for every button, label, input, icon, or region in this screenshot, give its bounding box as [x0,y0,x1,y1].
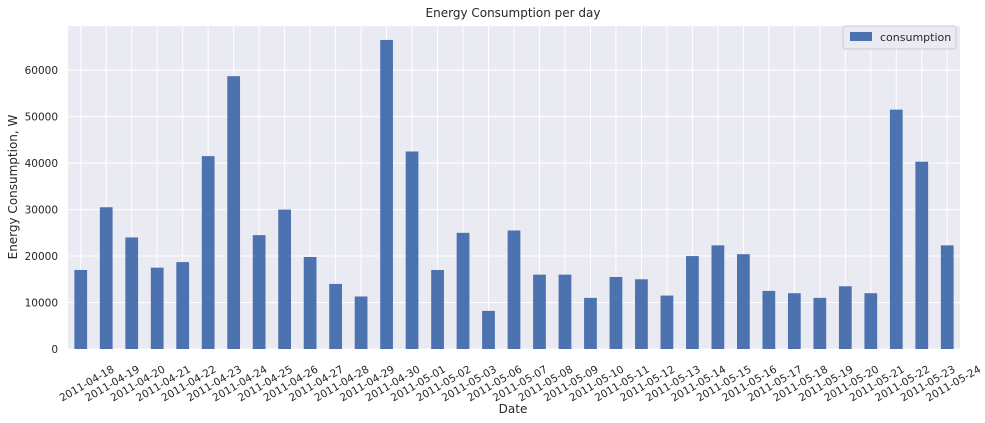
bar [150,267,164,349]
y-tick-label: 0 [51,344,58,356]
bar [482,310,495,349]
bar [201,156,215,349]
bar [889,109,903,349]
y-axis-label: Energy Consumption, W [6,114,20,259]
bar [711,245,725,349]
bar [507,230,521,349]
bar [813,297,827,349]
bar [74,269,88,349]
bar [456,232,470,349]
bar [405,151,419,349]
bar [227,76,241,349]
bars [74,39,954,350]
bar [380,39,393,350]
y-tick-label: 30000 [25,205,58,217]
bar [915,161,929,349]
bar [787,293,801,349]
bar [252,235,266,349]
bar [635,279,648,349]
y-axis-ticks: 0 10000 20000 30000 40000 50000 60000 [25,65,58,356]
bar [329,283,342,349]
bar [940,245,954,349]
y-tick-label: 60000 [25,65,58,77]
bar [303,256,317,349]
bar [558,274,572,349]
bar [533,274,546,349]
chart-title: Energy Consumption per day [426,6,601,20]
bar [609,276,623,349]
legend-swatch [850,32,872,41]
bar [762,290,776,349]
x-axis-ticks: 2011-04-182011-04-192011-04-202011-04-21… [58,363,984,404]
bar [431,269,444,349]
bar [584,297,597,349]
y-tick-label: 40000 [25,158,58,170]
legend-label: consumption [880,31,951,44]
bar [278,209,291,349]
bar [686,256,699,349]
bar [838,286,852,349]
x-axis-label: Date [499,402,528,416]
bar [864,293,878,349]
bar [354,296,368,349]
legend: consumption [842,25,957,50]
y-tick-label: 10000 [25,298,58,310]
bar [125,237,139,349]
y-tick-label: 50000 [25,112,58,124]
bar [737,254,750,349]
y-tick-label: 20000 [25,251,58,263]
legend-box [842,25,957,50]
bar [176,262,190,349]
bar [660,295,674,349]
bar [99,207,113,349]
